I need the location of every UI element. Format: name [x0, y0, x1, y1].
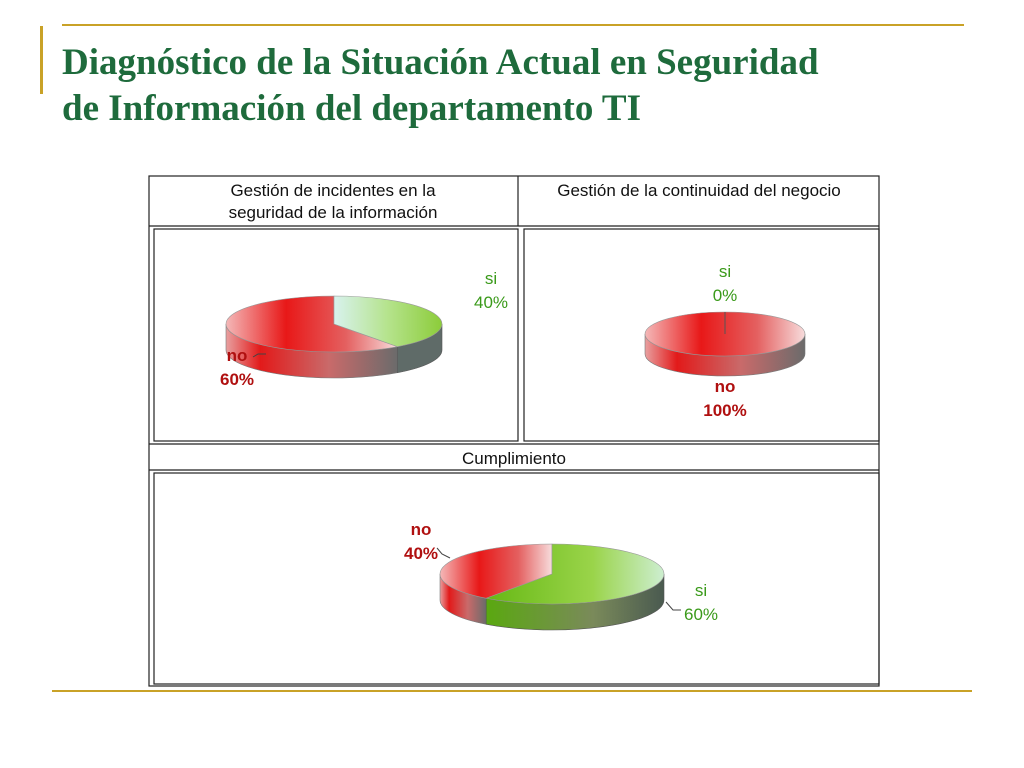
left-accent-line [40, 26, 43, 94]
charts-panel: Gestión de incidentes en la seguridad de… [146, 174, 882, 688]
chart-1-slice-si [333, 295, 443, 347]
chart-3-pie [439, 543, 665, 631]
chart-2-label-no-value: 100% [703, 401, 746, 420]
chart-2-label-si-value: 0% [713, 286, 738, 305]
chart-1-label-no-value: 60% [220, 370, 254, 389]
chart-2-label-no-name: no [715, 377, 736, 396]
chart-1-pie [225, 295, 443, 379]
chart-1-slice-no [225, 295, 399, 353]
chart-3-slice-si [485, 543, 665, 605]
chart-3-label-no-name: no [411, 520, 432, 539]
chart-1-label-si-name: si [485, 269, 497, 288]
chart-3-leader-no [436, 547, 451, 559]
top-accent-line [62, 24, 964, 26]
chart-1-leader-no [252, 353, 266, 358]
slide-title: Diagnóstico de la Situación Actual en Se… [62, 40, 962, 132]
chart-1-title-line-1: Gestión de incidentes en la [230, 181, 436, 200]
chart-2-pie [644, 311, 806, 377]
charts-svg: Gestión de incidentes en la seguridad de… [148, 175, 880, 687]
table-grid [148, 175, 880, 687]
chart-3-slice-no [439, 543, 553, 599]
chart-1-title-line-2: seguridad de la información [229, 203, 438, 222]
chart-3-label-si-value: 60% [684, 605, 718, 624]
slide-title-line-1: Diagnóstico de la Situación Actual en Se… [62, 42, 819, 83]
chart-2-title: Gestión de la continuidad del negocio [557, 181, 841, 200]
slide-title-line-2: de Información del departamento TI [62, 88, 641, 129]
bottom-accent-line [52, 690, 972, 692]
chart-1-label-no-name: no [227, 346, 248, 365]
chart-3-title: Cumplimiento [462, 449, 566, 468]
chart-3-label-no-value: 40% [404, 544, 438, 563]
chart-3-leader-si [665, 601, 681, 611]
chart-1-label-si-value: 40% [474, 293, 508, 312]
chart-2-label-si-name: si [719, 262, 731, 281]
chart-3-label-si-name: si [695, 581, 707, 600]
